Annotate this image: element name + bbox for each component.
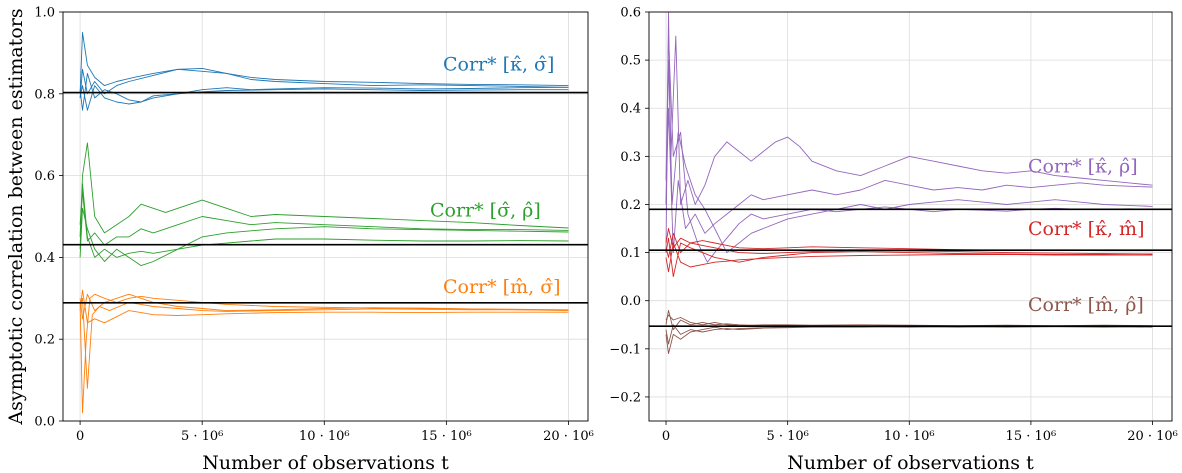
- series-label-1: Corr* [σ̂, ρ̂]: [430, 200, 541, 222]
- axes-frame: [62, 11, 589, 422]
- series-0-path-0: [665, 12, 1153, 253]
- series-0-path-0: [79, 32, 569, 94]
- series-1-path-0: [79, 142, 569, 237]
- y-tick-label-7: 0.5: [620, 54, 641, 69]
- series-label-0: Corr* [κ̂, σ̂]: [443, 54, 554, 76]
- panel-right: 0 5 · 10⁶ 10 · 10⁶ 15 · 10⁶ 20 · 10⁶ −0.2 −0.1…: [609, 6, 1177, 473]
- y-tick-label-3: 0.1: [620, 246, 641, 261]
- y-tick-label-4: 0.2: [620, 198, 641, 213]
- series-0-path-3: [79, 85, 569, 111]
- y-tick-label-8: 0.6: [620, 6, 641, 21]
- y-tick-label-5: 1.0: [34, 6, 55, 21]
- y-tick-label-2: 0.4: [34, 251, 55, 266]
- y-tick-label-3: 0.6: [34, 169, 55, 184]
- x-tick-label-4: 20 · 10⁶: [1127, 429, 1178, 444]
- axes-frame: [648, 11, 1173, 422]
- x-axis-label: Number of observations t: [787, 452, 1034, 473]
- y-tick-label-2: 0.0: [620, 294, 641, 309]
- x-tick-label-2: 10 · 10⁶: [884, 429, 935, 444]
- y-axis-label: Asymptotic correlation between estimator…: [5, 8, 27, 425]
- x-tick-label-3: 15 · 10⁶: [1006, 429, 1057, 444]
- x-tick-label-1: 5 · 10⁶: [181, 429, 223, 444]
- series-2-path-1: [79, 297, 569, 389]
- series-2-path-3: [665, 326, 1153, 355]
- series-1-path-1: [665, 232, 1153, 258]
- series-1-path-3: [665, 242, 1153, 273]
- series-label-0: Corr* [κ̂, ρ̂]: [1028, 155, 1138, 177]
- series-label-2: Corr* [m̂, σ̂]: [443, 276, 561, 298]
- x-tick-label-3: 15 · 10⁶: [421, 429, 472, 444]
- panel-left: 0 5 · 10⁶ 10 · 10⁶ 15 · 10⁶ 20 · 10⁶ 0.0 0.2 0.…: [5, 6, 594, 473]
- x-tick-label-0: 0: [662, 429, 670, 444]
- y-tick-label-5: 0.3: [620, 150, 641, 165]
- series-0-path-1: [79, 67, 569, 98]
- x-tick-label-1: 5 · 10⁶: [766, 429, 808, 444]
- x-tick-label-4: 20 · 10⁶: [543, 429, 594, 444]
- series-1-path-2: [79, 207, 569, 267]
- series-label-1: Corr* [κ̂, m̂]: [1028, 218, 1144, 240]
- series-label-2: Corr* [m̂, ρ̂]: [1028, 294, 1144, 316]
- series-1-path-1: [79, 191, 569, 246]
- series-2-path-3: [79, 289, 569, 324]
- y-tick-label-6: 0.4: [620, 102, 641, 117]
- plot-area: [649, 12, 1172, 355]
- series-2-path-2: [665, 314, 1153, 327]
- series-1-path-0: [665, 237, 1153, 278]
- series-2-path-2: [79, 293, 569, 320]
- plot-area: [63, 32, 588, 414]
- series-0-path-2: [79, 72, 569, 111]
- series-0-path-2: [665, 59, 1153, 254]
- y-tick-label-0: 0.0: [34, 415, 55, 430]
- series-1-path-3: [79, 183, 569, 258]
- y-tick-label-4: 0.8: [34, 87, 55, 102]
- y-tick-label-1: 0.2: [34, 333, 55, 348]
- x-tick-label-2: 10 · 10⁶: [299, 429, 350, 444]
- y-tick-label-0: −0.2: [609, 390, 641, 405]
- x-axis-label: Number of observations t: [202, 452, 449, 473]
- y-tick-label-1: −0.1: [609, 342, 641, 357]
- x-tick-label-0: 0: [76, 429, 84, 444]
